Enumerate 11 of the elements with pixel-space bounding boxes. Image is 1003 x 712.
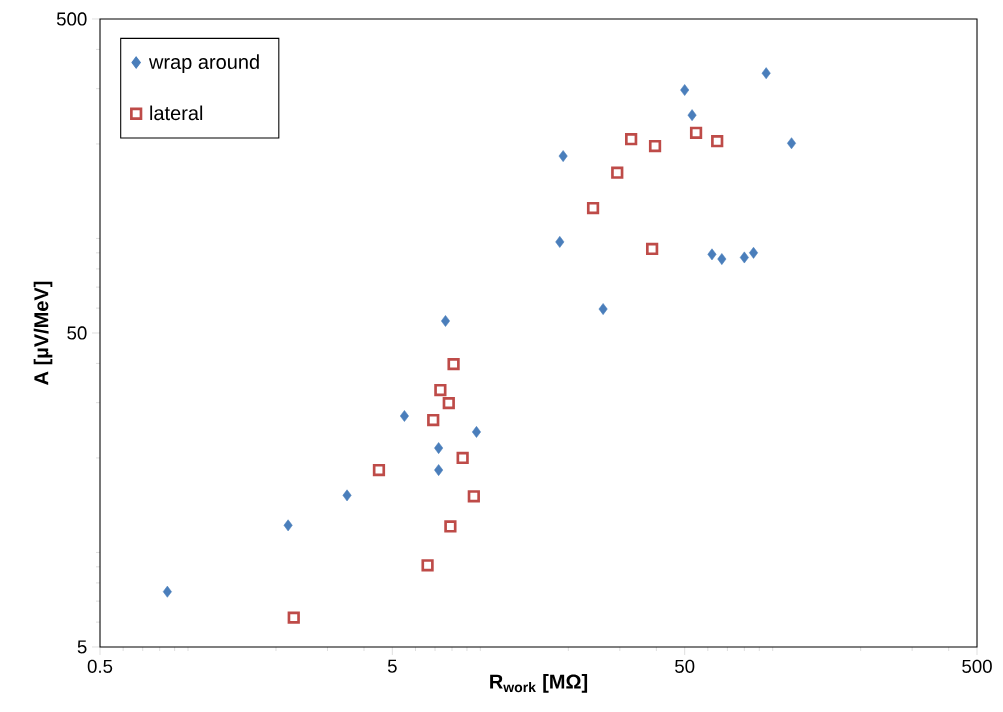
x-tick-label: 0.5 [87,659,113,673]
x-tick-label: 500 [962,659,992,673]
y-tick-label: 500 [56,12,87,26]
x-axis-title: R$_{work}$ [MΩ] [490,674,588,693]
x-tick-label: 50 [675,659,695,673]
y-tick-label: 50 [67,326,87,340]
legend-label: wrap around [148,54,259,73]
y-tick-label: 5 [77,640,87,654]
y-axis-title: A [µV/MeV] [33,281,53,385]
x-tick-label: 5 [387,659,397,673]
legend-label: lateral [150,105,203,121]
